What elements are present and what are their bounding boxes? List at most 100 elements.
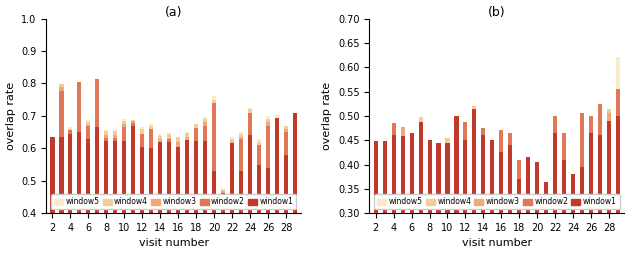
Bar (535, 162, 540, 254)
Bar (212, 171, 216, 254)
Legend: window5, window4, window3, window2, window1: window5, window4, window3, window2, wind… (51, 194, 296, 209)
Bar (239, 137, 243, 139)
Bar (517, 160, 522, 179)
Bar (284, 132, 288, 155)
Bar (86, 122, 90, 125)
Y-axis label: overlap rate: overlap rate (6, 82, 15, 150)
Bar (113, 130, 117, 131)
Bar (293, 113, 297, 254)
Bar (499, 152, 504, 254)
Bar (176, 142, 180, 147)
Bar (60, 84, 63, 87)
Bar (554, 133, 557, 254)
Bar (445, 138, 449, 142)
Bar (131, 123, 136, 126)
Bar (221, 192, 225, 193)
Bar (239, 171, 243, 254)
Bar (104, 141, 108, 254)
Bar (598, 104, 602, 135)
Bar (248, 108, 252, 109)
Bar (149, 125, 154, 129)
Bar (284, 155, 288, 254)
Bar (563, 133, 566, 160)
Bar (113, 131, 117, 135)
Bar (204, 118, 207, 119)
Bar (212, 103, 216, 171)
Bar (77, 132, 81, 254)
Bar (86, 125, 90, 126)
Bar (580, 114, 584, 167)
Bar (266, 125, 270, 168)
Bar (221, 190, 225, 192)
Bar (508, 133, 513, 145)
Bar (122, 119, 126, 121)
Bar (239, 134, 243, 137)
Y-axis label: overlap rate: overlap rate (323, 82, 332, 150)
Bar (589, 116, 593, 133)
Bar (248, 113, 252, 135)
Bar (60, 87, 63, 91)
Bar (239, 139, 243, 171)
Bar (383, 141, 387, 254)
Bar (266, 119, 270, 122)
Bar (113, 138, 117, 141)
Bar (428, 140, 431, 254)
Bar (589, 133, 593, 254)
Bar (257, 142, 261, 145)
Bar (580, 167, 584, 254)
Bar (185, 132, 189, 133)
Bar (463, 122, 467, 140)
Title: (a): (a) (165, 6, 182, 19)
Bar (374, 141, 378, 254)
Bar (266, 116, 270, 119)
X-axis label: visit number: visit number (462, 239, 532, 248)
Bar (194, 141, 198, 254)
Bar (77, 82, 81, 132)
Bar (86, 126, 90, 139)
Bar (275, 118, 279, 254)
Bar (526, 157, 531, 254)
Bar (401, 136, 404, 254)
Bar (563, 160, 566, 254)
Bar (212, 100, 216, 103)
Bar (131, 126, 136, 254)
Bar (230, 144, 234, 254)
Bar (86, 139, 90, 254)
Bar (517, 179, 522, 254)
Bar (472, 106, 476, 108)
Bar (176, 147, 180, 254)
Bar (176, 137, 180, 142)
Bar (481, 128, 486, 135)
Bar (140, 127, 145, 129)
Bar (167, 138, 172, 139)
Bar (60, 137, 63, 254)
Bar (419, 122, 422, 254)
Bar (212, 97, 216, 100)
Bar (204, 141, 207, 254)
Bar (454, 116, 458, 254)
Bar (167, 142, 172, 254)
Bar (266, 122, 270, 125)
Bar (230, 137, 234, 139)
Bar (248, 135, 252, 254)
Bar (158, 134, 163, 136)
Bar (68, 134, 72, 254)
Bar (95, 127, 99, 254)
Bar (122, 127, 126, 141)
Bar (257, 145, 261, 165)
Bar (481, 135, 486, 254)
Bar (68, 127, 72, 129)
Bar (185, 140, 189, 254)
Bar (508, 145, 513, 254)
Bar (230, 139, 234, 142)
Bar (204, 119, 207, 122)
Bar (149, 129, 154, 148)
Bar (616, 116, 620, 254)
Bar (122, 141, 126, 254)
Bar (436, 142, 440, 254)
Bar (149, 124, 154, 125)
Bar (86, 120, 90, 122)
Bar (248, 109, 252, 113)
Bar (392, 123, 396, 135)
Bar (230, 142, 234, 144)
